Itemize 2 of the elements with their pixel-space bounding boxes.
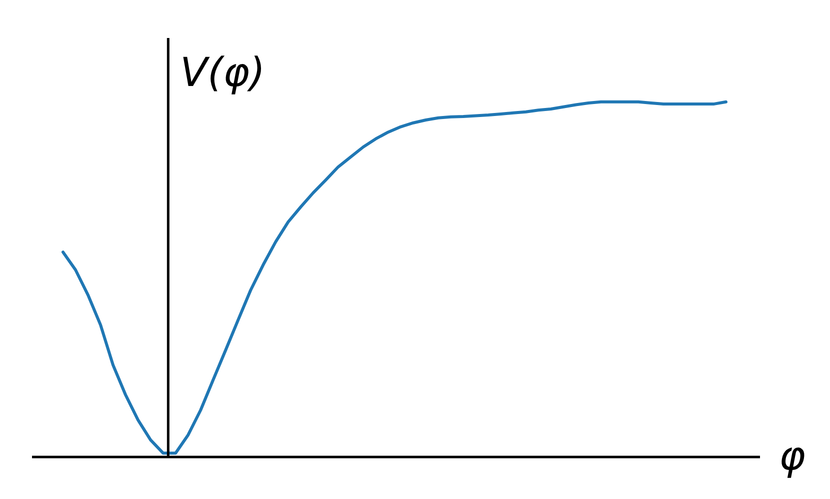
y-axis-title: V(φ) <box>180 50 266 96</box>
x-axis-title: φ <box>779 433 806 480</box>
